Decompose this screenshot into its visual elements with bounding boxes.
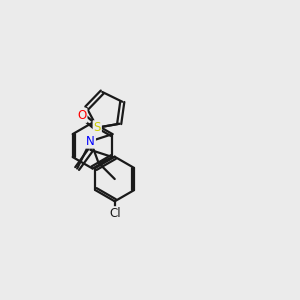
Text: S: S	[94, 121, 101, 134]
Text: Cl: Cl	[109, 207, 121, 220]
Text: N: N	[86, 135, 95, 148]
Text: O: O	[77, 109, 86, 122]
